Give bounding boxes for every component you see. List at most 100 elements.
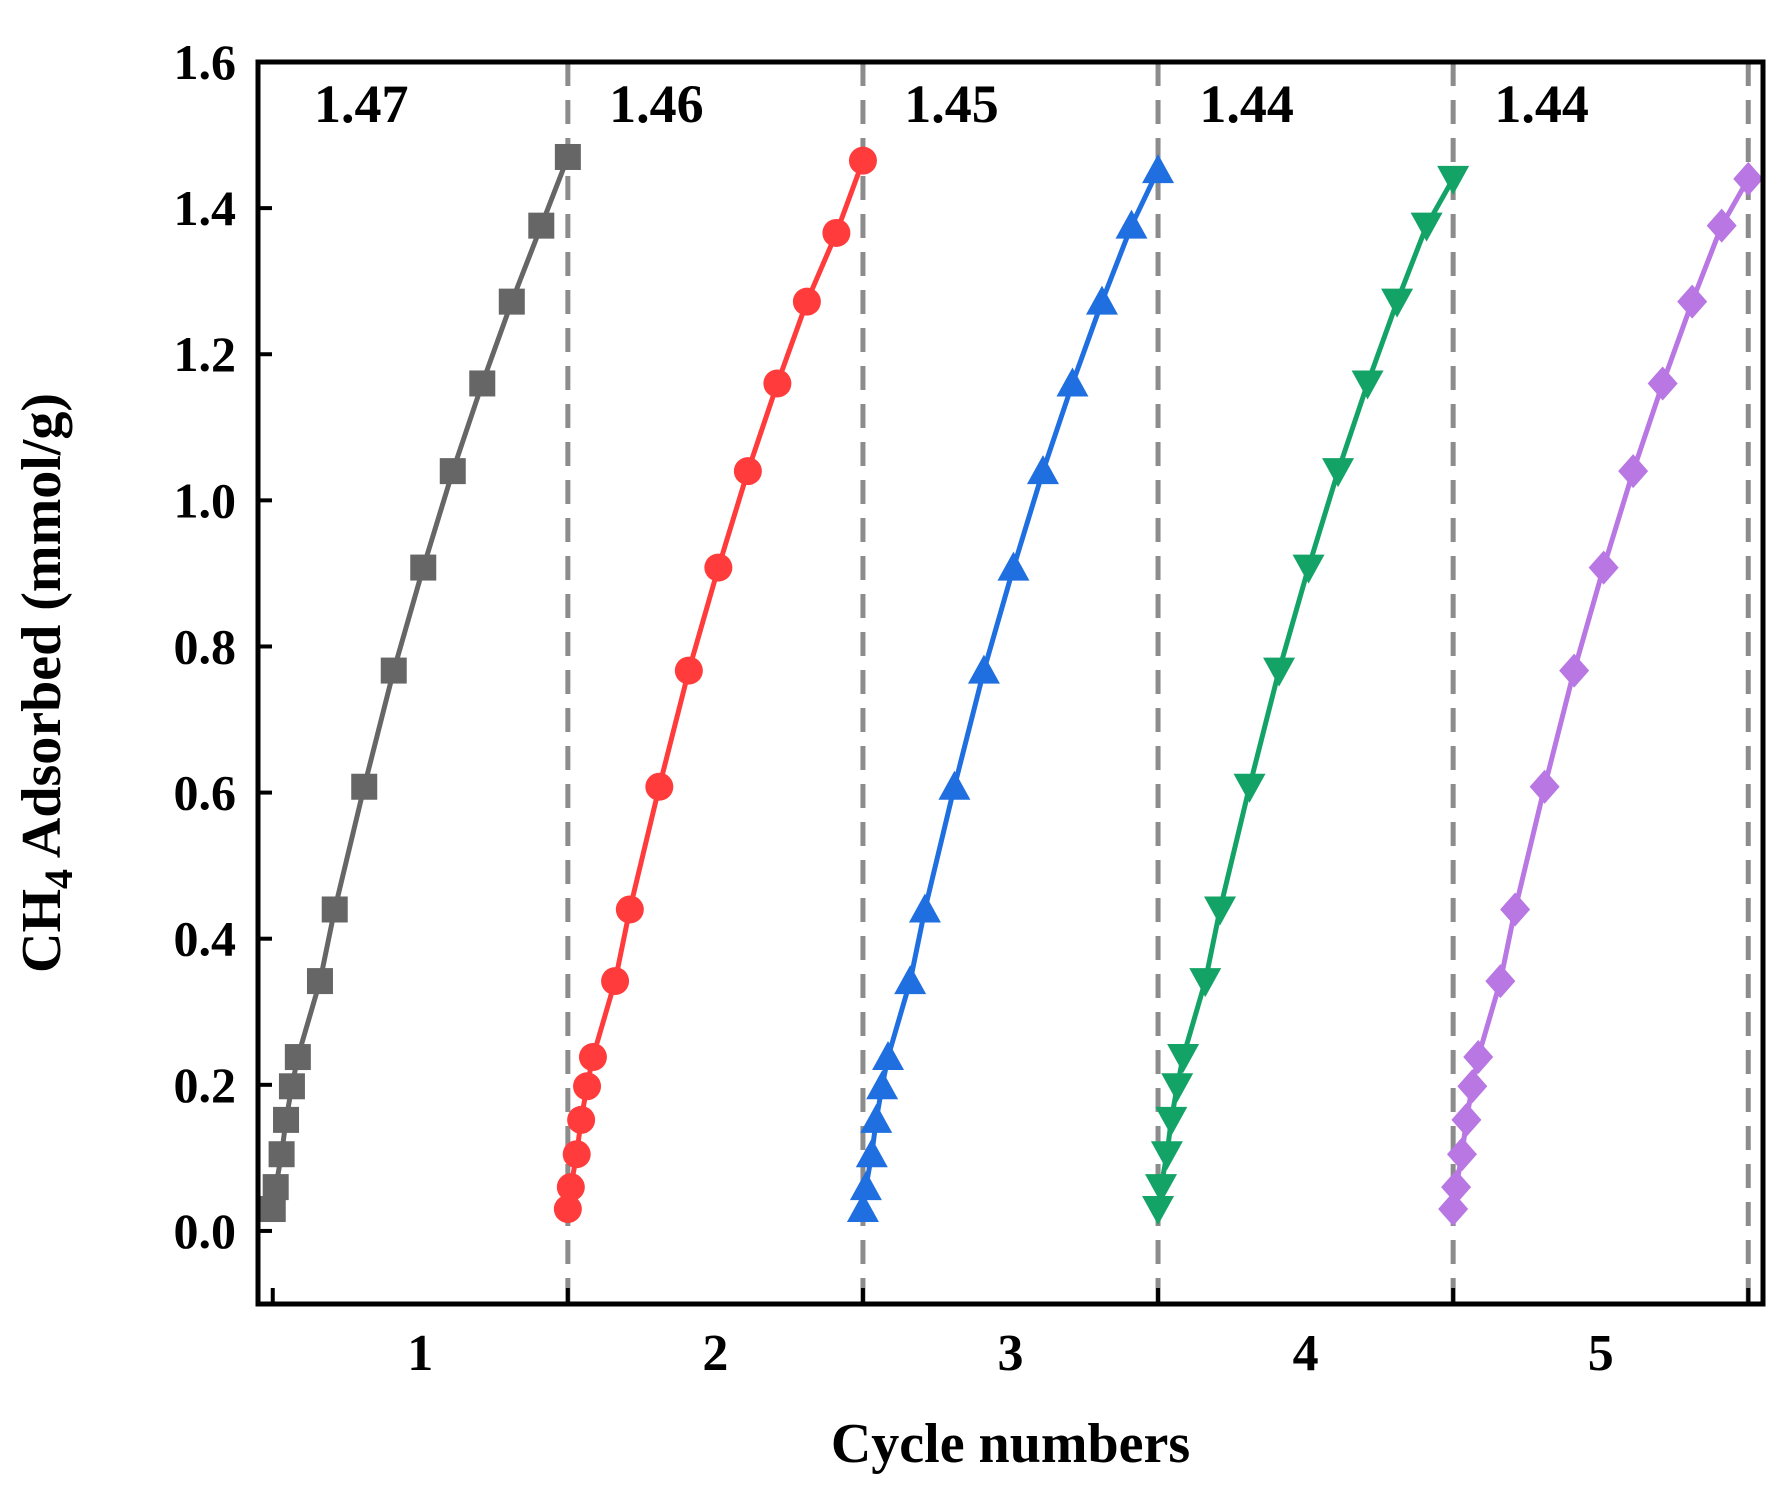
y-axis-title-suffix: Adsorbed (mmol/g) bbox=[11, 393, 73, 869]
series-5 bbox=[1438, 161, 1764, 1227]
data-point bbox=[1438, 1192, 1469, 1227]
data-point bbox=[1559, 653, 1590, 688]
data-point bbox=[855, 1138, 888, 1168]
y-tick-label: 0.4 bbox=[174, 911, 237, 967]
y-tick-label: 1.0 bbox=[174, 472, 237, 528]
data-point bbox=[1437, 165, 1470, 195]
data-point bbox=[1150, 1141, 1183, 1171]
data-point bbox=[1189, 968, 1222, 998]
data-point bbox=[528, 212, 555, 239]
x-axis-ticks: 1 2 3 4 5 bbox=[270, 1288, 1751, 1382]
data-point bbox=[1733, 161, 1764, 196]
data-point bbox=[1529, 769, 1560, 804]
peak-labels: 1.47 1.46 1.45 1.44 1.44 bbox=[314, 74, 1589, 134]
series-1 bbox=[259, 143, 581, 1223]
y-tick-label: 1.4 bbox=[174, 180, 237, 236]
data-point bbox=[553, 1195, 582, 1224]
data-point bbox=[284, 1044, 311, 1071]
y-tick-label: 0.6 bbox=[174, 765, 237, 821]
peak-label-cycle-1: 1.47 bbox=[314, 74, 409, 134]
data-point bbox=[573, 1072, 602, 1101]
data-point bbox=[894, 965, 927, 995]
y-tick-label: 0.8 bbox=[174, 618, 237, 674]
data-point bbox=[1500, 892, 1531, 927]
data-point bbox=[997, 551, 1030, 581]
series-4 bbox=[1142, 165, 1470, 1226]
data-point bbox=[498, 288, 525, 315]
peak-label-cycle-2: 1.46 bbox=[609, 74, 704, 134]
data-point bbox=[792, 287, 821, 316]
peak-label-cycle-5: 1.44 bbox=[1494, 74, 1589, 134]
data-point bbox=[1233, 773, 1266, 803]
y-tick-label: 1.6 bbox=[174, 34, 237, 90]
data-point bbox=[567, 1105, 596, 1134]
data-point bbox=[321, 896, 348, 923]
data-point bbox=[1167, 1044, 1200, 1074]
data-point bbox=[273, 1106, 300, 1133]
data-point bbox=[822, 218, 851, 247]
data-point bbox=[1292, 554, 1325, 584]
data-point bbox=[1351, 370, 1384, 400]
data-point bbox=[1410, 212, 1443, 242]
data-point bbox=[1441, 1170, 1472, 1205]
data-point bbox=[860, 1103, 893, 1133]
data-point bbox=[1677, 284, 1708, 319]
data-point bbox=[1588, 550, 1619, 585]
peak-label-cycle-3: 1.45 bbox=[904, 74, 999, 134]
data-point bbox=[1142, 1196, 1175, 1226]
data-point bbox=[1115, 209, 1148, 239]
data-point bbox=[733, 457, 762, 486]
separator-lines bbox=[565, 62, 1751, 1304]
data-point bbox=[1142, 154, 1175, 184]
data-point bbox=[278, 1073, 305, 1100]
y-tick-label: 1.2 bbox=[174, 326, 237, 382]
data-point bbox=[849, 1171, 882, 1201]
series-layer bbox=[259, 143, 1764, 1227]
data-point bbox=[704, 553, 733, 582]
series-2 bbox=[553, 146, 877, 1224]
series-line-3 bbox=[860, 169, 1161, 1210]
data-point bbox=[1381, 288, 1414, 318]
x-tick-label: 5 bbox=[1588, 1325, 1614, 1382]
y-axis-title-subscript: 4 bbox=[36, 869, 81, 889]
data-point bbox=[1145, 1174, 1177, 1204]
data-point bbox=[645, 772, 674, 801]
data-point bbox=[763, 369, 792, 398]
data-point bbox=[268, 1141, 295, 1168]
data-point bbox=[262, 1174, 289, 1201]
series-3 bbox=[846, 154, 1175, 1223]
data-point bbox=[306, 968, 333, 995]
data-point bbox=[1026, 455, 1059, 485]
x-tick-label: 4 bbox=[1293, 1325, 1319, 1382]
data-point bbox=[1161, 1073, 1194, 1103]
data-point bbox=[469, 370, 496, 397]
data-point bbox=[1647, 366, 1678, 401]
y-axis-title: CH4 Adsorbed (mmol/g) bbox=[11, 393, 81, 973]
data-point bbox=[410, 554, 437, 581]
series-line-1 bbox=[270, 156, 571, 1210]
plot-frame bbox=[255, 59, 1766, 1307]
data-point bbox=[967, 654, 1000, 684]
data-point bbox=[848, 146, 877, 175]
data-point bbox=[866, 1070, 899, 1100]
data-point bbox=[1706, 208, 1737, 243]
data-point bbox=[1618, 454, 1649, 489]
y-axis-ticks: 0.0 0.2 0.4 0.6 0.8 1.0 1.2 1.4 1.6 bbox=[174, 34, 272, 1259]
peak-label-cycle-4: 1.44 bbox=[1199, 74, 1294, 134]
series-line-2 bbox=[565, 159, 866, 1210]
data-point bbox=[562, 1140, 591, 1169]
data-point bbox=[556, 1173, 585, 1202]
data-point bbox=[1485, 964, 1516, 999]
x-tick-label: 1 bbox=[407, 1325, 433, 1382]
data-point bbox=[938, 770, 971, 800]
data-point bbox=[351, 773, 378, 800]
data-point bbox=[674, 656, 703, 685]
data-point bbox=[846, 1193, 879, 1223]
x-axis-title: Cycle numbers bbox=[831, 1413, 1190, 1475]
data-point bbox=[1457, 1069, 1488, 1104]
series-line-5 bbox=[1450, 177, 1751, 1210]
data-point bbox=[578, 1043, 607, 1072]
data-point bbox=[908, 893, 941, 923]
y-tick-label: 0.2 bbox=[174, 1057, 237, 1113]
